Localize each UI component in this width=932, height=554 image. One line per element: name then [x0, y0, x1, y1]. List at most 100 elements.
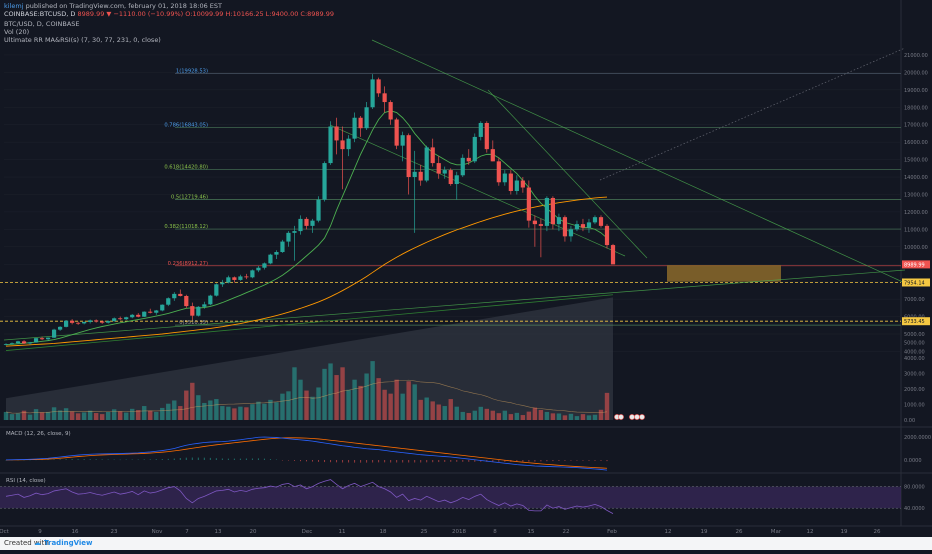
volume-bar	[148, 410, 153, 420]
macd-histogram-bar	[185, 457, 187, 460]
tradingview-brand[interactable]: TradingView	[44, 539, 93, 547]
candle	[286, 231, 291, 247]
candle-body	[130, 314, 135, 318]
fib-level-label: 0.786(16843.05)	[164, 122, 208, 128]
rsi-tick-label: 40.0000	[904, 506, 925, 512]
volume-bar	[274, 402, 279, 420]
volume-tick-label: 2000.00	[904, 387, 925, 393]
author-link[interactable]: kilemj	[4, 2, 24, 10]
candle	[322, 161, 327, 202]
macd-histogram-bar	[233, 458, 235, 460]
rsi-tick-label: 80.0000	[904, 485, 925, 491]
candle	[232, 276, 237, 283]
volume-bar	[21, 410, 27, 420]
macd-histogram-bar	[65, 459, 67, 460]
volume-bar	[382, 389, 387, 420]
macd-histogram-bar	[179, 457, 181, 460]
candle-body	[550, 197, 556, 225]
volume-bar	[550, 413, 556, 420]
candle-body	[106, 321, 111, 323]
target-zone-box	[667, 265, 781, 282]
date-tick-label: 7	[185, 529, 189, 535]
candle	[88, 319, 93, 324]
candle	[178, 289, 183, 297]
macd-histogram-bar	[173, 458, 175, 460]
volume-bar	[310, 396, 315, 420]
volume-bar	[346, 389, 351, 420]
candle-body	[268, 254, 273, 264]
volume-bar	[93, 413, 99, 420]
candle	[538, 218, 543, 258]
date-tick-label: 13	[215, 529, 222, 535]
candle-body	[160, 304, 165, 311]
candle	[142, 311, 147, 318]
candle-body	[256, 267, 261, 271]
candle-body	[406, 135, 411, 178]
macd-histogram-bar	[354, 460, 356, 463]
candle	[220, 279, 225, 287]
macd-histogram-bar	[546, 460, 548, 462]
macd-histogram-bar	[588, 460, 590, 461]
candle-body	[364, 107, 369, 129]
candle-body	[376, 79, 381, 94]
volume-bar	[45, 411, 51, 420]
candle-body	[57, 326, 63, 330]
macd-histogram-bar	[462, 460, 464, 462]
volume-bar	[172, 400, 177, 420]
candle-body	[328, 126, 333, 164]
candle	[484, 121, 489, 153]
macd-histogram-bar	[330, 460, 332, 463]
candle-body	[3, 344, 9, 345]
volume-bar	[3, 411, 9, 420]
volume-bar	[178, 406, 183, 420]
symbol[interactable]: COINBASE:BTCUSD, D	[4, 10, 76, 18]
candle-body	[88, 320, 93, 322]
candle-body	[352, 117, 357, 139]
volume-bar	[9, 414, 15, 420]
candle	[550, 196, 556, 230]
date-tick-label: Oct	[0, 529, 10, 535]
ma-study-label[interactable]: Ultimate RR MA&RSI(s) (7, 30, 77, 231, 0…	[4, 36, 161, 44]
macd-histogram-bar	[83, 459, 85, 460]
candle	[568, 225, 574, 242]
candle	[406, 133, 411, 195]
candle	[466, 149, 471, 165]
volume-tick-label: 0.00	[904, 418, 915, 424]
candle-body	[172, 293, 177, 299]
candle-body	[76, 322, 81, 324]
volume-bar	[430, 401, 435, 420]
price-tick-label: 7000.00	[904, 297, 925, 303]
candle-body	[430, 147, 435, 164]
candle-body	[178, 293, 183, 296]
price-tick-label: 4000.00	[904, 349, 925, 355]
macd-histogram-bar	[215, 458, 217, 460]
price-tag-box	[902, 260, 930, 269]
candle-body	[418, 171, 423, 181]
macd-histogram-bar	[77, 459, 79, 460]
candle	[196, 306, 201, 317]
candle-body	[226, 277, 231, 283]
candle-body	[280, 241, 285, 253]
price-tick-label: 12000.00	[904, 210, 928, 216]
macd-histogram-bar	[312, 460, 314, 462]
volume-bar	[544, 411, 550, 420]
macd-histogram-bar	[390, 460, 392, 463]
price-tick-label: 14000.00	[904, 175, 928, 181]
tradingview-logo-icon: ☁	[34, 539, 41, 547]
date-tick-label: Nov	[152, 529, 163, 535]
candle-body	[586, 222, 592, 228]
volume-bar	[208, 400, 213, 420]
volume-study-label[interactable]: Vol (20)	[4, 28, 30, 36]
macd-histogram-bar	[293, 460, 295, 461]
candle	[592, 215, 598, 225]
volume-bar	[256, 401, 261, 420]
candle-body	[100, 321, 105, 323]
candle-body	[562, 217, 568, 237]
candle-body	[340, 140, 345, 150]
volume-bar	[448, 399, 453, 420]
macd-histogram-bar	[131, 459, 133, 461]
date-tick-label: Mar	[771, 529, 782, 535]
candle	[364, 102, 369, 130]
